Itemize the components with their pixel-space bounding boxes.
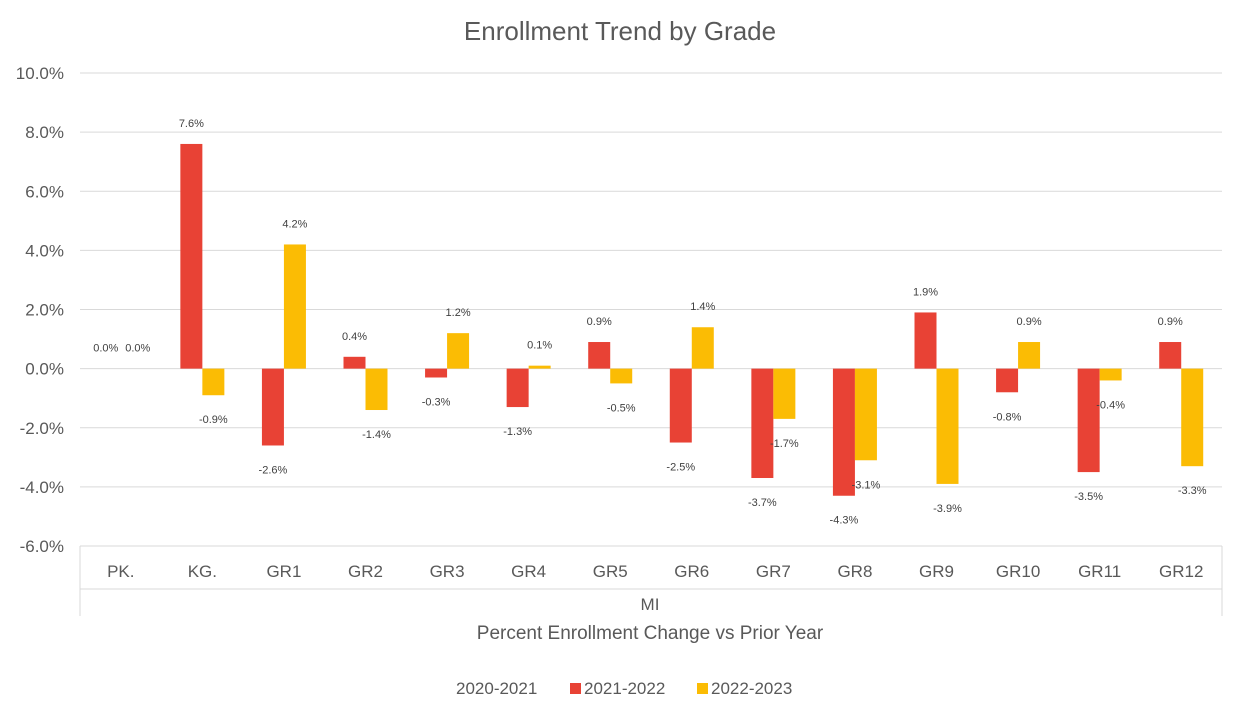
x-tick-label: GR2 [348, 562, 383, 581]
data-label: -0.5% [607, 402, 636, 414]
data-label: -0.3% [422, 396, 451, 408]
data-label: -3.5% [1074, 491, 1103, 503]
x-axis-title: Percent Enrollment Change vs Prior Year [477, 623, 824, 644]
bar-2021-2022 [1159, 342, 1182, 369]
bar-2021-2022 [425, 368, 448, 378]
chart-title: Enrollment Trend by Grade [464, 16, 776, 46]
y-tick-label: 2.0% [25, 301, 64, 320]
category-group-label: MI [641, 595, 660, 614]
legend-swatch [570, 683, 581, 694]
data-label: 0.0% [93, 343, 118, 355]
data-labels: 0.0% 0.0% 7.6% -0.9% -2.6% 4.2% 0.4% -1.4% -0.3%… [93, 118, 1207, 527]
x-tick-label: GR10 [996, 562, 1040, 581]
data-label: -3.3% [1178, 485, 1207, 497]
gridlines [79, 72, 1223, 616]
y-tick-label: -6.0% [20, 537, 64, 556]
data-label: -0.4% [1096, 399, 1125, 411]
bar-2021-2022 [996, 368, 1019, 393]
data-label: 0.0% [125, 343, 150, 355]
bar-2021-2022 [751, 368, 774, 479]
data-label: -3.7% [748, 497, 777, 509]
data-label: -1.4% [362, 429, 391, 441]
y-tick-label: -4.0% [20, 478, 64, 497]
x-tick-label: GR11 [1078, 562, 1121, 581]
bar-2021-2022 [506, 368, 529, 408]
legend-swatch [697, 683, 708, 694]
data-label: -1.7% [770, 438, 799, 450]
legend-label: 2020-2021 [456, 679, 537, 698]
data-label: -1.3% [503, 426, 532, 438]
x-tick-label: GR1 [266, 562, 301, 581]
data-label: -3.1% [852, 479, 881, 491]
bar-2021-2022 [914, 312, 937, 369]
bar-2021-2022 [832, 368, 855, 496]
legend-label: 2021-2022 [584, 679, 665, 698]
legend: 2020-2021 2021-2022 2022-2023 [456, 679, 792, 698]
data-label: 1.2% [446, 307, 471, 319]
y-axis-ticks: 10.0% 8.0% 6.0% 4.0% 2.0% 0.0% -2.0% -4.0% -6.0% [16, 64, 64, 556]
y-tick-label: 10.0% [16, 64, 64, 83]
x-tick-label: GR5 [593, 562, 628, 581]
x-tick-label: GR4 [511, 562, 546, 581]
y-tick-label: 0.0% [25, 360, 64, 379]
data-label: 7.6% [179, 118, 204, 130]
data-label: 1.4% [690, 301, 715, 313]
x-tick-label: GR12 [1159, 562, 1203, 581]
y-tick-label: -2.0% [20, 419, 64, 438]
bar-2021-2022 [261, 368, 284, 446]
data-label: -0.8% [993, 411, 1022, 423]
x-tick-label: GR8 [837, 562, 872, 581]
data-label: 1.9% [913, 286, 938, 298]
bar-2022-2023 [202, 368, 225, 396]
data-label: 0.4% [342, 331, 367, 343]
x-tick-label: GR7 [756, 562, 791, 581]
bar-2022-2023 [447, 333, 470, 369]
data-label: -4.3% [830, 515, 859, 527]
bar-2022-2023 [854, 368, 877, 461]
bar-2022-2023 [1099, 368, 1122, 381]
data-label: -2.6% [259, 464, 288, 476]
y-tick-label: 6.0% [25, 182, 64, 201]
bar-2021-2022 [1077, 368, 1100, 473]
x-tick-label: PK. [107, 562, 134, 581]
bar-2021-2022 [588, 342, 611, 369]
data-label: 0.1% [527, 340, 552, 352]
x-axis-ticks: PK. KG. GR1 GR2 GR3 GR4 GR5 GR6 GR7 GR8 GR9 GR10 GR1… [107, 562, 1203, 581]
x-tick-label: KG. [188, 562, 217, 581]
bar-2022-2023 [1018, 342, 1041, 369]
bar-2022-2023 [610, 368, 633, 384]
bar-2021-2022 [669, 368, 692, 443]
bar-2022-2023 [773, 368, 796, 419]
data-label: -2.5% [666, 462, 695, 474]
data-label: -3.9% [933, 503, 962, 515]
bar-2022-2023 [936, 368, 959, 484]
bar-2022-2023 [283, 244, 306, 369]
x-tick-label: GR9 [919, 562, 954, 581]
bar-2022-2023 [365, 368, 388, 411]
data-label: 0.9% [1017, 316, 1042, 328]
bar-2021-2022 [343, 356, 366, 369]
data-label: 0.9% [587, 316, 612, 328]
legend-label: 2022-2023 [711, 679, 792, 698]
bar-2022-2023 [691, 327, 714, 369]
bar-2022-2023 [1181, 368, 1204, 467]
bar-2022-2023 [528, 365, 551, 369]
x-tick-label: GR3 [430, 562, 465, 581]
data-label: -0.9% [199, 414, 228, 426]
bars [180, 143, 1204, 496]
x-tick-label: GR6 [674, 562, 709, 581]
y-tick-label: 4.0% [25, 241, 64, 260]
data-label: 0.9% [1158, 316, 1183, 328]
y-tick-label: 8.0% [25, 123, 64, 142]
bar-2021-2022 [180, 143, 203, 369]
data-label: 4.2% [282, 218, 307, 230]
